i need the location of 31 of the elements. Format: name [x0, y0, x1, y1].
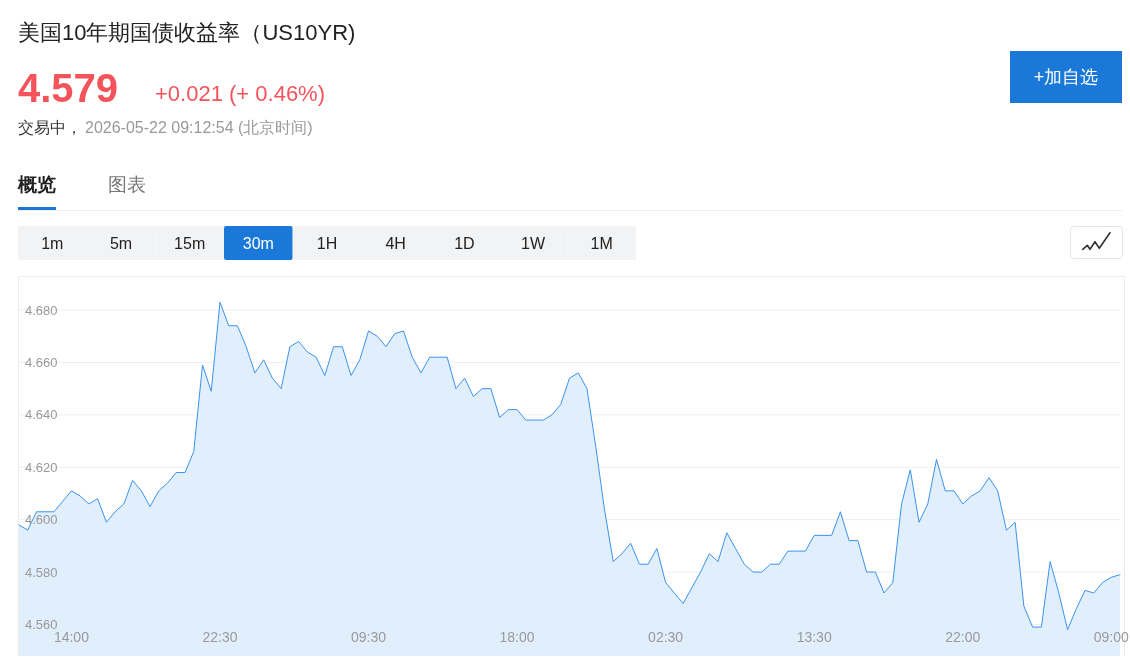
- button: 1m: [18, 226, 87, 260]
- text: 概览: [17, 174, 56, 195]
- x-tick-label: 09:00: [1093, 629, 1129, 645]
- button: 1W: [498, 226, 568, 260]
- button: +加自选: [1010, 51, 1122, 103]
- button: 1D: [430, 226, 499, 260]
- chart-title: 美国10年期国债收益率（US10YR): [18, 20, 356, 45]
- button: 15m: [155, 226, 224, 260]
- text: 交易中，: [18, 119, 82, 136]
- y-tick-label: 4.640: [25, 407, 58, 423]
- x-tick-label: 13:30: [796, 629, 832, 645]
- button: 1M: [567, 226, 637, 260]
- button: 5m: [86, 226, 156, 260]
- text: 4.579: [18, 66, 119, 110]
- x-tick-label: 14:00: [53, 629, 90, 645]
- button: 4H: [361, 226, 430, 260]
- y-tick-label: 4.580: [25, 564, 58, 580]
- button: 1H: [292, 226, 362, 260]
- x-tick-label: 02:30: [648, 629, 684, 645]
- y-tick-label: 4.620: [25, 459, 58, 475]
- y-tick-label: 4.680: [25, 302, 58, 318]
- button: 30m: [224, 226, 293, 260]
- text: 2026-05-22 09:12:54 (北京时间): [85, 119, 313, 136]
- x-tick-label: 22:00: [945, 629, 981, 645]
- x-tick-label: 22:30: [202, 629, 238, 645]
- y-tick-label: 4.660: [25, 354, 58, 370]
- x-tick-label: 18:00: [499, 629, 535, 645]
- text: 图表: [108, 174, 146, 195]
- text: +0.021 (+ 0.46%): [155, 81, 326, 106]
- x-tick-label: 09:30: [351, 629, 387, 645]
- y-tick-label: 4.560: [25, 616, 58, 632]
